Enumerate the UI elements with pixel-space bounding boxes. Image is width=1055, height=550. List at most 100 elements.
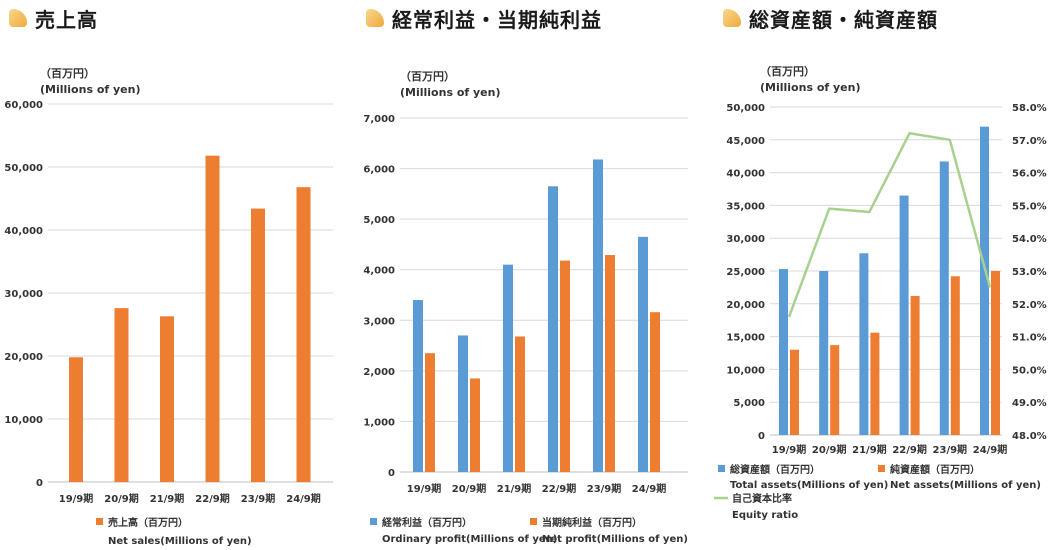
x-tick-label: 24/9期 <box>632 482 667 495</box>
chart-1-title: 売上高 <box>35 7 98 32</box>
y-tick-label: 15,000 <box>726 333 765 344</box>
legend-label-en: Equity ratio <box>732 510 798 521</box>
bar-primary <box>939 161 949 435</box>
y-tick-label: 4,000 <box>363 266 395 277</box>
y-tick-label: 6,000 <box>363 165 395 176</box>
y-tick-label: 0 <box>36 478 43 489</box>
bar-secondary <box>910 295 920 435</box>
legend-swatch <box>96 518 103 525</box>
y-tick-label: 25,000 <box>726 267 765 278</box>
chart-panel-assets: 総資産額・純資産額 （百万円） (Millions of yen) 0 5,000 10… <box>712 0 1055 546</box>
y-tick-label: 20,000 <box>726 300 765 311</box>
bar-primary <box>638 236 648 472</box>
unit-label-en: (Millions of yen) <box>40 83 140 96</box>
legend-swatch <box>718 465 725 472</box>
bar-primary <box>503 264 513 472</box>
y2-tick-label: 56.0% <box>1012 169 1047 180</box>
bar-primary <box>548 186 558 472</box>
bar-primary <box>980 126 989 436</box>
bar-secondary <box>950 276 960 435</box>
y2-tick-label: 53.0% <box>1012 267 1047 278</box>
unit-label-jp: （百万円） <box>400 70 455 83</box>
bar-secondary <box>605 255 615 472</box>
y-tick-label: 5,000 <box>363 215 395 226</box>
y-tick-label: 5,000 <box>733 398 765 409</box>
x-tick-label: 21/9期 <box>852 443 887 456</box>
y2-tick-label: 57.0% <box>1012 136 1047 147</box>
bar-secondary <box>991 271 1000 435</box>
y-tick-label: 0 <box>758 431 765 442</box>
legend-swatch <box>530 518 537 525</box>
y-tick-label: 40,000 <box>726 169 765 180</box>
bar-secondary <box>470 378 480 472</box>
x-tick-label: 20/9期 <box>452 482 487 495</box>
y2-tick-label: 50.0% <box>1012 365 1047 376</box>
y-tick-label: 40,000 <box>4 226 43 237</box>
y2-tick-label: 52.0% <box>1012 300 1047 311</box>
y2-tick-label: 58.0% <box>1012 103 1047 114</box>
y-tick-label: 3,000 <box>363 316 395 327</box>
x-tick-label: 23/9期 <box>587 482 622 495</box>
bar-secondary <box>830 345 840 435</box>
y-tick-label: 0 <box>388 468 395 479</box>
bookmark-icon <box>9 9 27 27</box>
unit-label-jp: （百万円） <box>40 67 95 80</box>
y-tick-label: 45,000 <box>726 136 765 147</box>
x-tick-label: 21/9期 <box>150 492 185 505</box>
y-tick-label: 10,000 <box>726 365 765 376</box>
x-tick-label: 24/9期 <box>973 443 1008 456</box>
chart-panel-net-sales: 売上高 （百万円） (Millions of yen) 0 10,000 20,000 3… <box>0 0 340 547</box>
y-tick-label: 10,000 <box>4 415 43 426</box>
y-tick-label: 1,000 <box>363 417 395 428</box>
legend-label-jp: 純資産額（百万円） <box>890 463 980 476</box>
legend-label-jp: 経常利益（百万円） <box>382 516 472 529</box>
y-tick-label: 60,000 <box>4 100 43 111</box>
chart-profit: （百万円） (Millions of yen) 0 1,000 2,000 3,000 4,… <box>363 70 688 545</box>
x-tick-label: 23/9期 <box>933 443 968 456</box>
x-tick-label: 22/9期 <box>195 492 230 505</box>
x-tick-label: 19/9期 <box>407 482 442 495</box>
bar-secondary <box>425 353 435 472</box>
bar-primary <box>458 335 468 472</box>
x-tick-label: 19/9期 <box>59 492 94 505</box>
bar-secondary <box>790 349 799 435</box>
legend-label-jp: 当期純利益（百万円） <box>542 516 642 529</box>
y-tick-label: 2,000 <box>363 367 395 378</box>
chart-assets: （百万円） (Millions of yen) 0 5,000 10,000 15,000… <box>714 65 1047 521</box>
x-tick-label: 20/9期 <box>104 492 139 505</box>
x-tick-label: 23/9期 <box>241 492 276 505</box>
x-tick-label: 21/9期 <box>497 482 532 495</box>
legend-label-en: Ordinary profit(Millions of yen) <box>382 534 557 545</box>
bar-primary <box>899 195 909 435</box>
y-tick-label: 20,000 <box>4 352 43 363</box>
legend-swatch <box>370 518 377 525</box>
legend-label-jp: 総資産額（百万円） <box>730 463 820 476</box>
y-tick-label: 30,000 <box>4 289 43 300</box>
bar-primary <box>69 357 83 482</box>
bar-primary <box>859 253 869 435</box>
y2-tick-label: 54.0% <box>1012 234 1047 245</box>
legend-label-en: Net sales(Millions of yen) <box>108 536 252 546</box>
y2-tick-label: 48.0% <box>1012 431 1047 442</box>
x-tick-label: 24/9期 <box>286 492 321 505</box>
legend-label-jp: 売上高（百万円） <box>108 516 188 529</box>
bar-primary <box>251 208 265 482</box>
bar-secondary <box>870 332 880 435</box>
unit-label-en: (Millions of yen) <box>400 86 500 99</box>
bookmark-icon <box>723 9 741 27</box>
y-tick-label: 50,000 <box>4 163 43 174</box>
bar-secondary <box>560 260 570 472</box>
legend-label-jp: 自己資本比率 <box>732 492 792 505</box>
legend-swatch <box>878 465 885 472</box>
chart-1-header: 売上高 <box>9 6 98 32</box>
chart-3-header: 総資産額・純資産額 <box>723 6 938 32</box>
bar-secondary <box>515 336 525 472</box>
y-tick-label: 30,000 <box>726 234 765 245</box>
unit-label-jp: （百万円） <box>760 65 815 78</box>
bar-primary <box>296 187 311 482</box>
bar-primary <box>593 159 603 472</box>
legend-label-en: Total assets(Millions of yen) <box>730 480 888 491</box>
bar-primary <box>779 269 788 435</box>
bar-primary <box>819 271 829 435</box>
x-tick-label: 19/9期 <box>772 443 807 456</box>
